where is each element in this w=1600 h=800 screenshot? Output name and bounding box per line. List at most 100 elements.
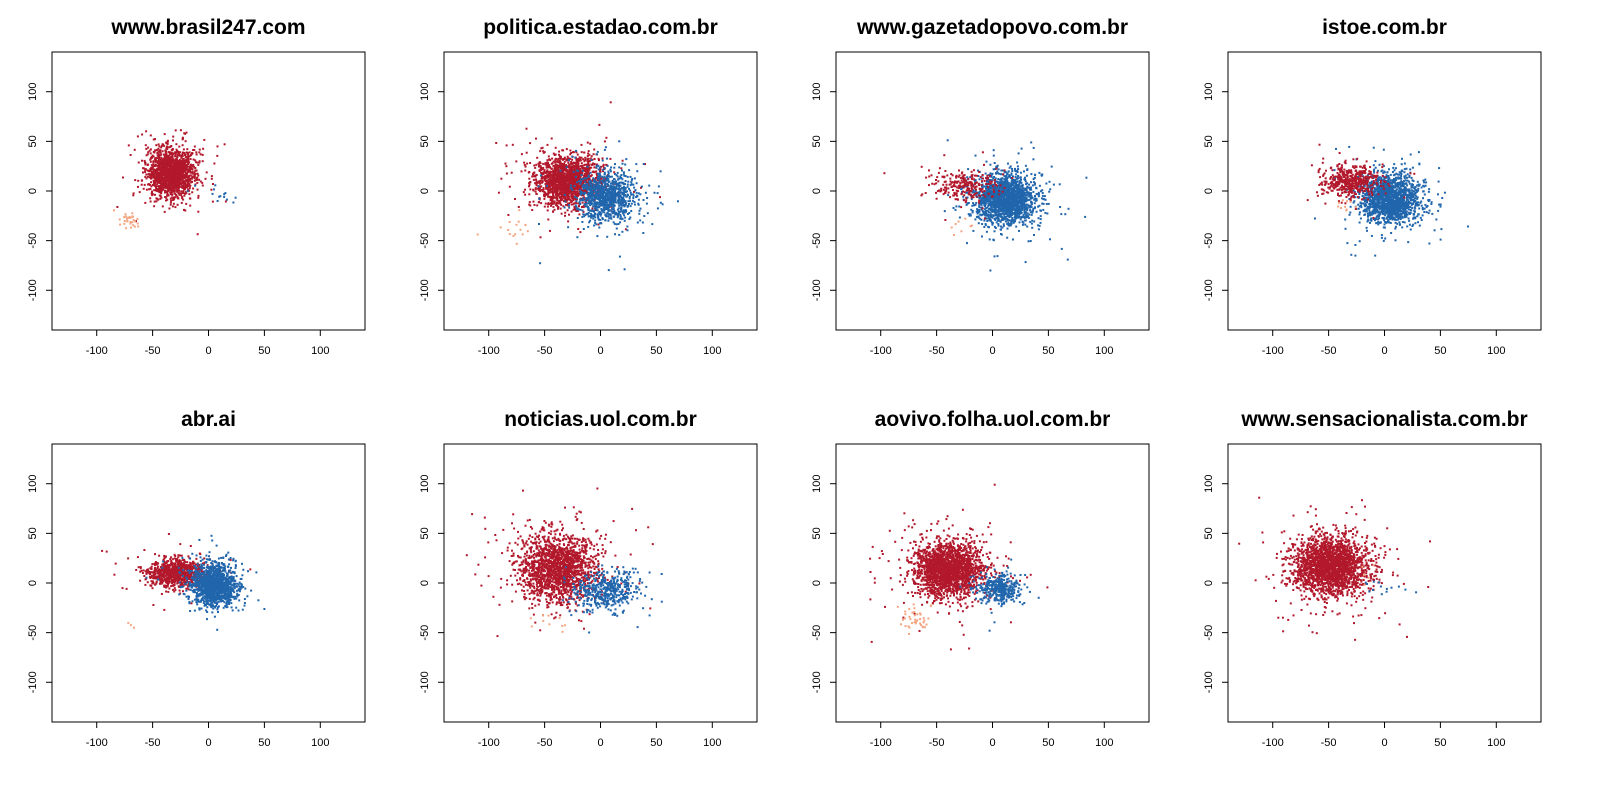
data-point bbox=[165, 182, 168, 184]
data-point bbox=[559, 178, 562, 181]
data-point bbox=[632, 183, 635, 186]
data-point bbox=[597, 168, 600, 171]
data-point bbox=[145, 154, 148, 157]
data-point bbox=[574, 174, 577, 177]
data-point bbox=[137, 185, 139, 188]
data-point bbox=[542, 176, 545, 179]
data-point bbox=[535, 183, 538, 186]
data-point bbox=[587, 225, 590, 228]
data-point bbox=[547, 176, 550, 179]
data-point bbox=[194, 184, 197, 187]
data-point bbox=[613, 185, 616, 188]
data-point bbox=[629, 200, 631, 203]
data-point bbox=[570, 176, 573, 179]
data-point bbox=[609, 196, 612, 198]
data-point bbox=[626, 225, 629, 228]
data-point bbox=[154, 193, 156, 196]
data-point bbox=[147, 146, 150, 149]
data-point bbox=[528, 171, 531, 173]
points-group bbox=[883, 139, 1088, 272]
data-point bbox=[624, 204, 627, 207]
data-point bbox=[616, 194, 619, 197]
data-point bbox=[160, 184, 163, 187]
data-point bbox=[587, 150, 590, 153]
data-point bbox=[161, 150, 164, 153]
data-point bbox=[624, 209, 627, 212]
data-point bbox=[612, 199, 615, 202]
data-point bbox=[597, 201, 600, 204]
data-point bbox=[517, 220, 520, 223]
data-point bbox=[192, 187, 195, 190]
data-point bbox=[171, 188, 174, 190]
data-point bbox=[195, 153, 198, 156]
data-point bbox=[174, 170, 177, 173]
data-point bbox=[568, 206, 571, 209]
data-point bbox=[190, 163, 192, 166]
data-point bbox=[561, 158, 564, 161]
data-point bbox=[154, 160, 157, 163]
data-point bbox=[148, 176, 151, 179]
data-point bbox=[166, 190, 169, 193]
data-point bbox=[599, 168, 602, 171]
data-point bbox=[180, 172, 182, 175]
data-point bbox=[605, 136, 608, 139]
data-point bbox=[542, 187, 545, 190]
data-point bbox=[184, 209, 187, 212]
data-point bbox=[580, 174, 583, 177]
data-point bbox=[184, 132, 187, 135]
data-point bbox=[565, 184, 568, 187]
data-point bbox=[193, 177, 196, 179]
data-point bbox=[540, 174, 542, 177]
data-point bbox=[159, 197, 162, 200]
data-point bbox=[138, 191, 141, 194]
data-point bbox=[549, 190, 552, 193]
data-point bbox=[564, 190, 567, 193]
data-point bbox=[604, 219, 607, 222]
data-point bbox=[177, 165, 180, 168]
data-point bbox=[161, 185, 164, 188]
data-point bbox=[594, 190, 597, 193]
data-point bbox=[580, 171, 583, 174]
data-point bbox=[623, 214, 626, 217]
data-point bbox=[624, 183, 626, 185]
data-point bbox=[615, 223, 618, 226]
data-point bbox=[589, 175, 592, 178]
data-point bbox=[589, 142, 592, 145]
data-point bbox=[508, 233, 511, 236]
data-point bbox=[166, 143, 169, 145]
data-point bbox=[587, 212, 590, 214]
data-point bbox=[589, 179, 592, 182]
data-point bbox=[165, 156, 168, 159]
data-point bbox=[171, 155, 174, 157]
data-point bbox=[578, 186, 580, 189]
data-point bbox=[603, 171, 606, 174]
data-point bbox=[194, 172, 197, 175]
data-point bbox=[173, 190, 176, 193]
data-point bbox=[179, 151, 182, 154]
data-point bbox=[579, 208, 582, 211]
data-point bbox=[553, 165, 556, 168]
data-point bbox=[158, 175, 161, 178]
data-point bbox=[580, 191, 583, 194]
data-point bbox=[158, 156, 161, 159]
data-point bbox=[549, 189, 552, 191]
data-point bbox=[535, 137, 537, 140]
data-point bbox=[540, 202, 543, 205]
data-point bbox=[589, 219, 592, 222]
data-point bbox=[171, 173, 174, 176]
data-point bbox=[535, 174, 538, 176]
data-point bbox=[560, 203, 563, 206]
data-point bbox=[152, 169, 155, 172]
data-point bbox=[149, 160, 152, 163]
data-point bbox=[604, 179, 607, 182]
data-point bbox=[607, 184, 610, 187]
data-point bbox=[197, 196, 200, 199]
data-point bbox=[528, 185, 530, 188]
data-point bbox=[627, 200, 630, 203]
data-point bbox=[545, 176, 548, 179]
data-point bbox=[198, 161, 201, 164]
data-point bbox=[144, 168, 147, 171]
data-point bbox=[546, 159, 549, 162]
data-point bbox=[615, 211, 618, 214]
data-point bbox=[180, 192, 183, 195]
